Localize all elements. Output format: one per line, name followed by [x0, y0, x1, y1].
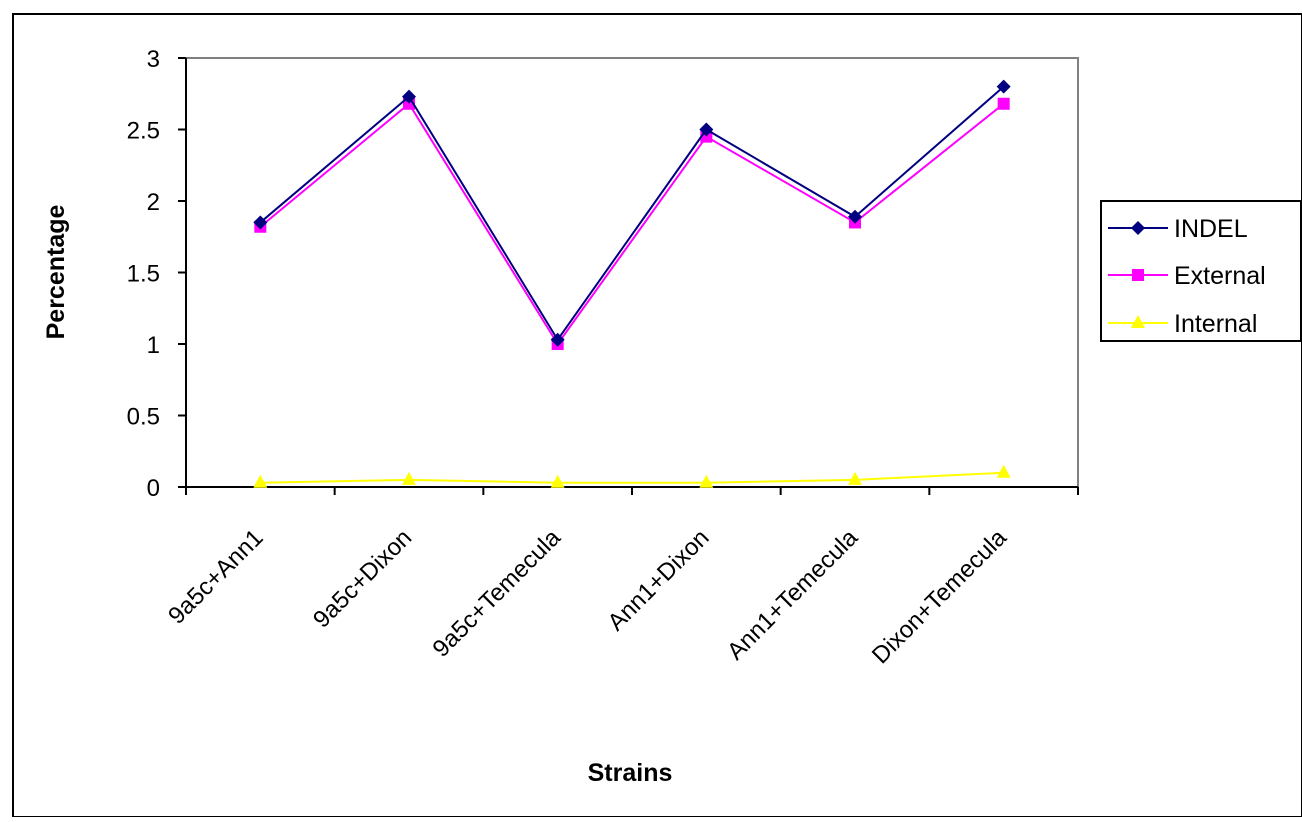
- plot-area: [185, 57, 1079, 488]
- legend-label: INDEL: [1174, 215, 1248, 243]
- series-indel: [253, 79, 1011, 347]
- legend-swatch-marker: [1131, 315, 1145, 328]
- series-line-indel: [259, 85, 1005, 342]
- legend-swatch-marker: [1131, 221, 1145, 235]
- legend-item: INDEL: [1108, 215, 1248, 243]
- legend-items: INDEL External Internal: [1108, 215, 1266, 338]
- legend-item: Internal: [1108, 310, 1257, 338]
- data-point-internal: [402, 471, 416, 485]
- legend: INDEL External Internal: [1100, 200, 1302, 342]
- y-tick-label: 0.5: [127, 404, 160, 431]
- data-point-internal: [550, 474, 565, 488]
- data-point-indel: [550, 332, 565, 347]
- legend-swatch-marker: [1132, 269, 1144, 281]
- series-line-internal: [260, 471, 1004, 484]
- data-point-indel: [402, 89, 416, 104]
- series-internal: [253, 464, 1011, 488]
- data-point-external: [997, 97, 1010, 110]
- y-tick-label: 2.5: [127, 118, 160, 145]
- y-tick-label: 0: [147, 475, 160, 502]
- y-axis-title: Percentage: [42, 205, 70, 340]
- data-point-internal: [253, 474, 268, 488]
- legend-item: External: [1108, 262, 1266, 290]
- data-point-indel: [699, 122, 714, 137]
- data-point-internal: [699, 474, 714, 488]
- data-point-internal: [996, 464, 1011, 478]
- legend-label: Internal: [1174, 310, 1257, 338]
- y-tick-label: 2: [147, 189, 160, 216]
- y-tick-label: 3: [147, 46, 160, 73]
- legend-label: External: [1174, 262, 1266, 290]
- x-axis-title: Strains: [588, 759, 673, 787]
- data-point-internal: [848, 471, 862, 485]
- data-point-indel: [253, 215, 268, 230]
- data-point-indel: [848, 209, 862, 224]
- series-layer: [253, 79, 1011, 488]
- y-axis-ticks: 0 0.5 1 1.5 2 2.5 3: [127, 46, 186, 502]
- y-tick-label: 1.5: [127, 261, 160, 288]
- y-tick-label: 1: [147, 332, 160, 359]
- series-line-external: [259, 102, 1005, 346]
- data-point-indel: [996, 79, 1011, 94]
